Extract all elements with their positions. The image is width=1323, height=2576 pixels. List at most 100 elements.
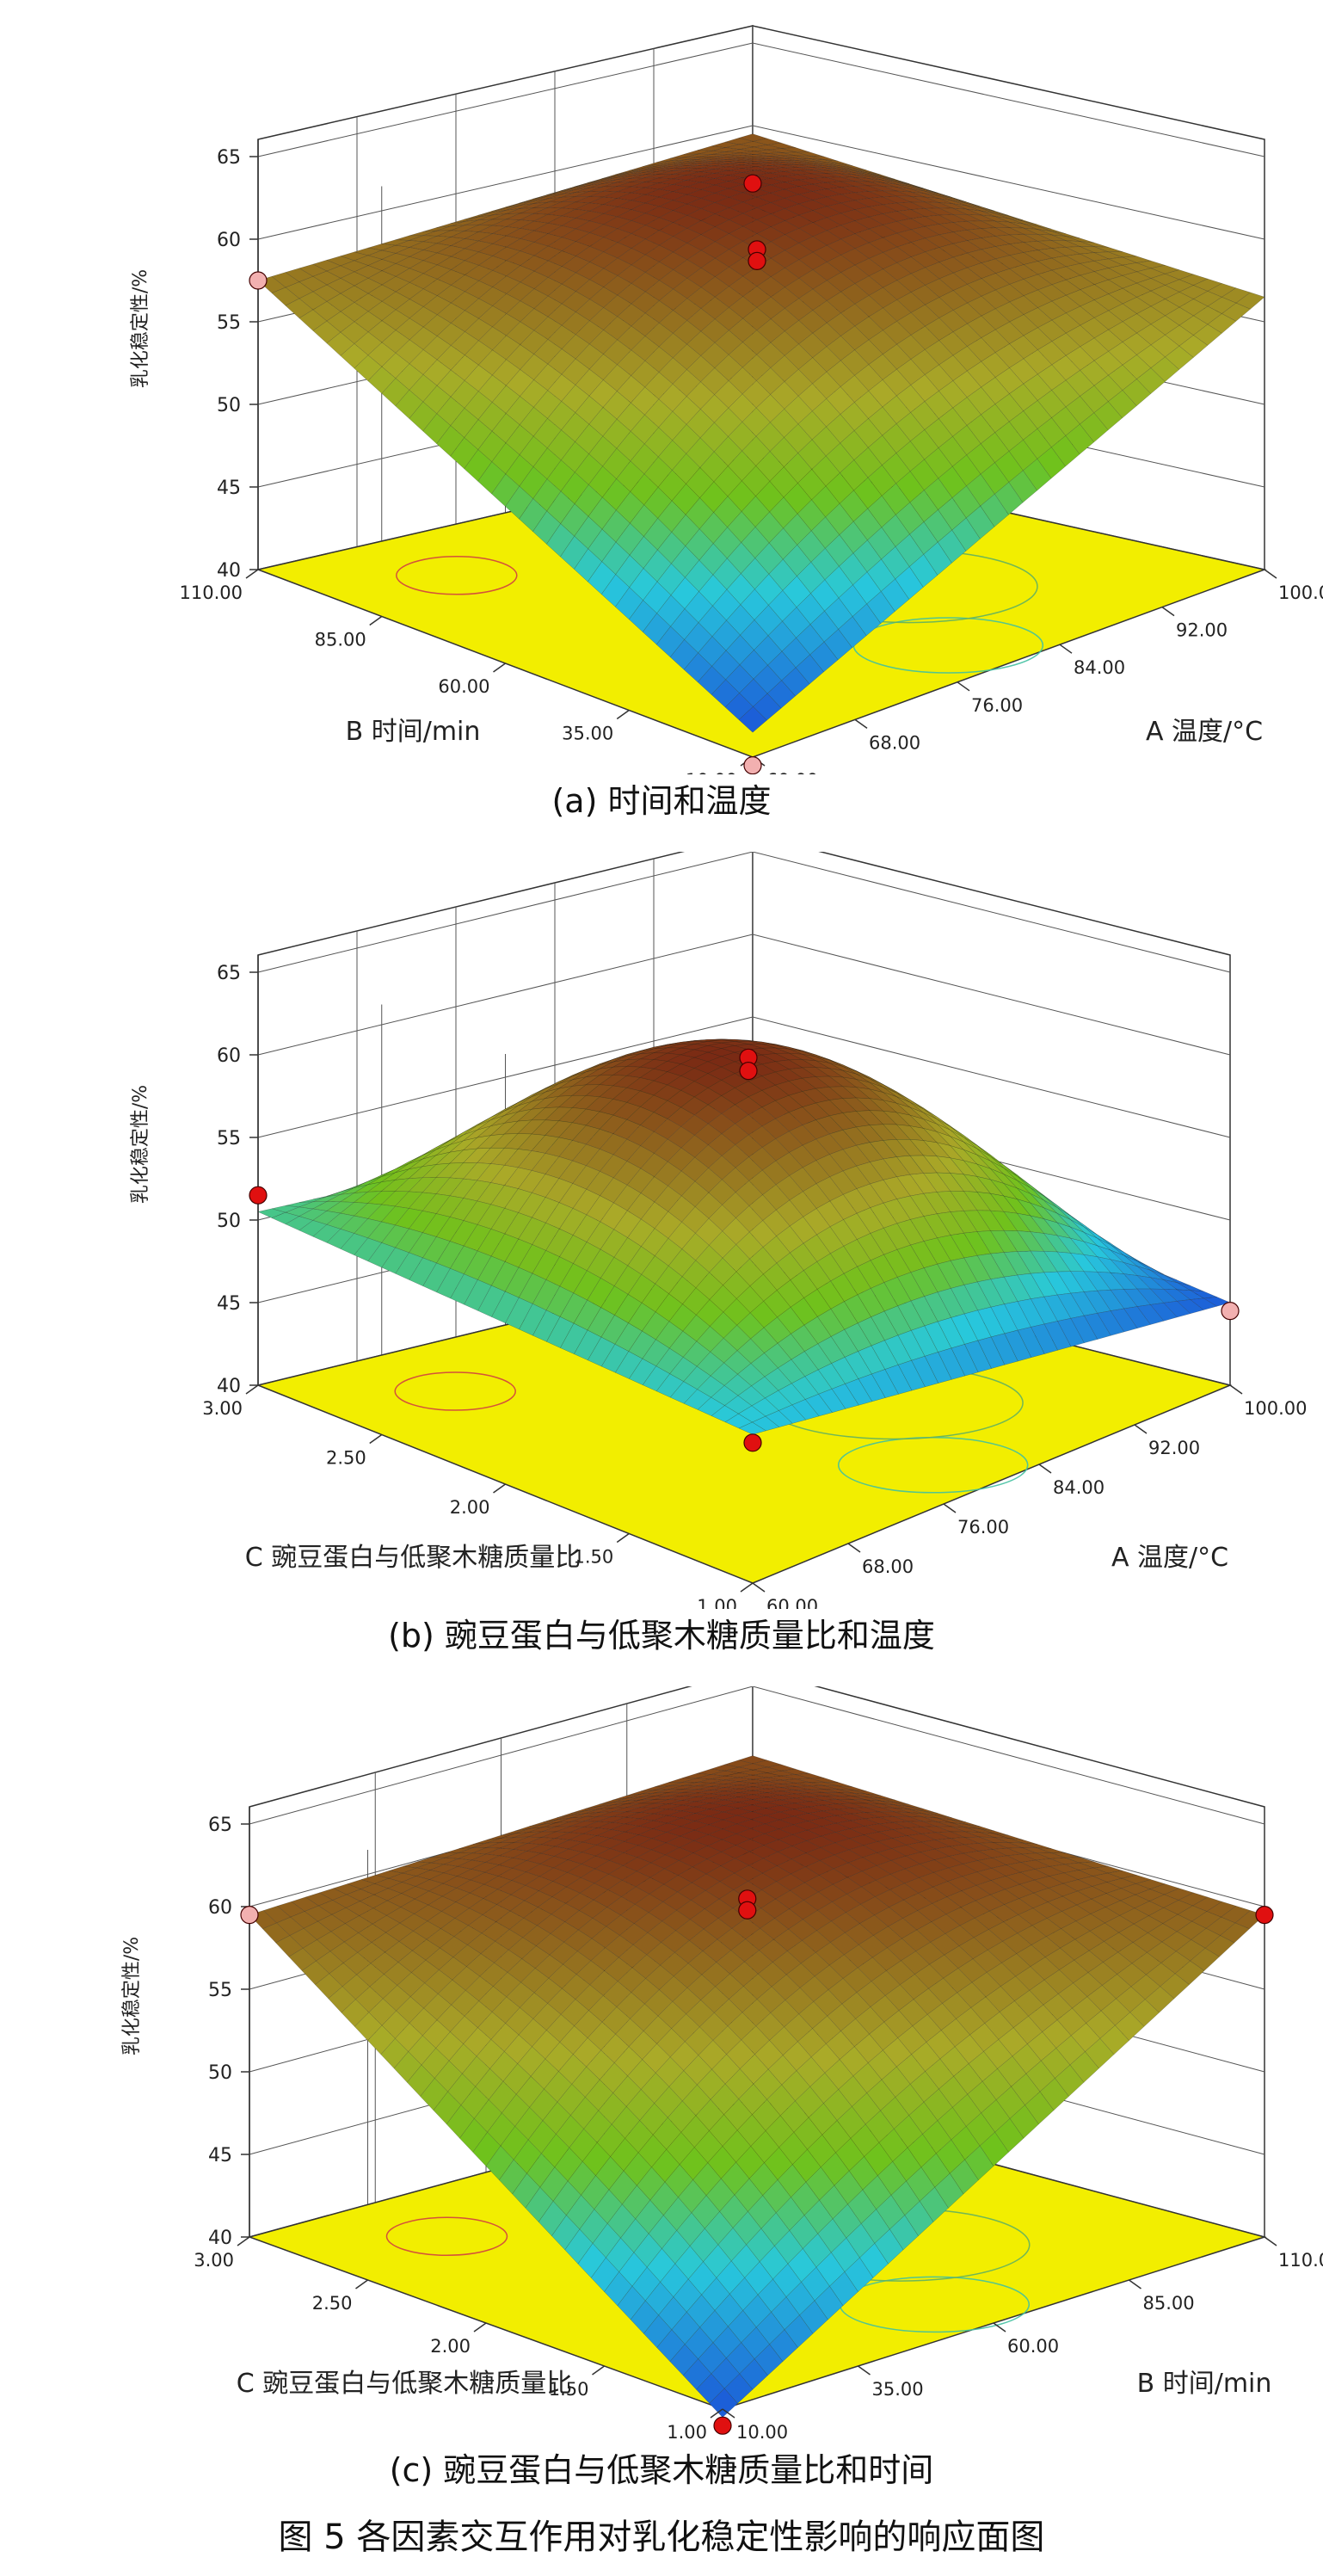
z-tick-label: 65 [217,963,241,984]
y-axis: 1.00 1.50 2.00 2.50 3.00 C 豌豆蛋白与低聚木糖质量比 [202,1384,754,1609]
surface-chart-a: 65 60 55 50 45 40 乳化稳定性/% 60.00 68.00 76.00 84.00 9… [130,25,1323,774]
x-tick-label: 100.00 [1244,1398,1307,1419]
z-tick-label: 60 [208,1897,232,1919]
design-point [713,2416,732,2435]
y-tick-label: 2.50 [312,2293,353,2314]
z-tick-label: 45 [217,478,241,499]
x-axis-label: B 时间/min [1137,2369,1272,2399]
x-tick-label: 35.00 [872,2379,924,2400]
surface-chart-b: 65 60 55 50 45 40 乳化稳定性/% 60.00 68.00 76.00 84.00 9… [130,852,1307,1609]
y-axis: 10.00 35.00 60.00 85.00 110.00 B 时间/min [180,569,754,774]
z-tick-label: 50 [217,1211,241,1232]
z-tick-label: 40 [217,1376,241,1397]
y-tick-label: 3.00 [194,2250,234,2271]
design-point [739,1062,758,1081]
z-tick-label: 60 [217,230,241,251]
wall-grid-line [752,1686,1265,1825]
wall-grid-line [257,125,754,240]
x-tick-label: 110.00 [1278,2250,1323,2271]
design-point [743,1433,762,1452]
x-tick-label: 60.00 [1007,2336,1059,2357]
x-axis: 60.00 68.00 76.00 84.00 92.00 100.00 A 温度/°C [752,1384,1307,1609]
floor-contour-line [394,1371,516,1411]
x-tick-label: 76.00 [971,695,1023,716]
design-point [748,251,766,270]
x-tick-label: 92.00 [1148,1438,1200,1458]
z-tick-label: 60 [217,1045,241,1067]
z-tick-label: 55 [217,312,241,334]
z-axis-label: 乳化稳定性/% [121,1937,143,2055]
design-point [240,1906,259,1925]
y-axis-label: C 豌豆蛋白与低聚木糖质量比 [245,1543,581,1573]
response-surface [257,133,1265,733]
wall-grid-line [752,125,1265,240]
wall-grid-line [752,934,1231,1056]
design-point [743,756,762,774]
caption-a: (a) 时间和温度 [551,782,772,820]
x-axis-label: A 温度/°C [1111,1543,1228,1573]
response-surface [249,1755,1265,2418]
z-tick-label: 50 [217,395,241,416]
x-tick-label: 100.00 [1278,582,1323,603]
z-tick-label: 55 [217,1128,241,1149]
caption-b: (b) 豌豆蛋白与低聚木糖质量比和温度 [388,1617,935,1655]
surface-chart-c: 656055504540乳化稳定性/%10.0035.0060.0085.001… [121,1686,1323,2443]
x-axis-label: A 温度/°C [1146,717,1263,747]
wall-grid-line [752,852,1231,973]
x-tick-label: 68.00 [869,732,920,753]
z-axis-label: 乳化稳定性/% [130,1085,151,1204]
y-tick-label: 1.00 [697,1596,737,1609]
chart-panel-b: 65 60 55 50 45 40 乳化稳定性/% 60.00 68.00 76.00 84.00 9… [0,852,1323,1609]
x-axis: 10.00 35.00 60.00 85.00 110.00 B 时间/min [722,2236,1323,2443]
z-tick-label: 55 [208,1980,232,2001]
design-points [249,174,766,774]
y-tick-label: 1.50 [549,2379,589,2400]
y-tick-label: 3.00 [202,1398,243,1419]
x-tick-label: 68.00 [862,1556,914,1577]
y-tick-label: 110.00 [180,582,243,603]
x-tick-label: 60.00 [766,770,818,774]
caption-c: (c) 豌豆蛋白与低聚木糖质量比和时间 [389,2451,934,2489]
chart-panel-c: 65 60 55 50 45 40 乳化稳定性/% 10.00 35.00 60.00 85.00 1… [0,1686,1323,2444]
y-tick-label: 1.50 [573,1547,613,1568]
x-tick-label: 60.00 [766,1596,818,1609]
z-tick-label: 45 [208,2145,232,2166]
y-axis-label: C 豌豆蛋白与低聚木糖质量比 [237,2369,572,2399]
x-tick-label: 92.00 [1176,620,1228,641]
design-point [249,1186,268,1205]
wall-grid-line [752,1016,1231,1138]
z-axis-label: 乳化稳定性/% [130,269,151,388]
floor-contour-line [396,556,518,595]
wall-grid-line [257,852,754,973]
x-tick-label: 84.00 [1074,657,1125,678]
y-tick-label: 2.00 [450,1497,490,1518]
x-axis: 60.00 68.00 76.00 84.00 92.00 100.00 A 温度/°C [752,569,1323,774]
y-axis: 1.00 1.50 2.00 2.50 3.00 C 豌豆蛋白与低聚木糖质量比 [194,2236,723,2443]
z-axis: 65 60 55 50 45 40 乳化稳定性/% [130,139,259,582]
design-point [1255,1906,1274,1925]
y-tick-label: 35.00 [562,724,613,744]
wall-grid-line [257,42,754,157]
chart-panel-a: 65 60 55 50 45 40 乳化稳定性/% 60.00 68.00 76.00 84.00 9… [0,0,1323,774]
y-tick-label: 2.50 [326,1448,366,1469]
design-point [738,1901,757,1920]
z-tick-label: 45 [217,1293,241,1315]
figure-caption: 图 5 各因素交互作用对乳化稳定性影响的响应面图 [278,2517,1045,2557]
design-point [249,271,268,290]
z-tick-label: 65 [208,1815,232,1836]
y-tick-label: 85.00 [315,630,366,650]
z-tick-label: 40 [217,560,241,582]
z-axis: 65 60 55 50 45 40 乳化稳定性/% [121,1807,250,2249]
x-tick-label: 84.00 [1053,1477,1105,1498]
y-tick-label: 2.00 [430,2336,471,2357]
design-point [1221,1301,1240,1321]
x-tick-label: 76.00 [957,1517,1009,1538]
wall-grid-line [752,42,1265,157]
x-tick-label: 85.00 [1143,2293,1195,2314]
x-tick-label: 10.00 [736,2422,788,2443]
response-surface [257,1038,1231,1435]
z-axis: 65 60 55 50 45 40 乳化稳定性/% [130,955,259,1397]
z-tick-label: 40 [208,2228,232,2249]
y-axis-label: B 时间/min [346,717,481,747]
wall-grid-line [257,934,754,1056]
